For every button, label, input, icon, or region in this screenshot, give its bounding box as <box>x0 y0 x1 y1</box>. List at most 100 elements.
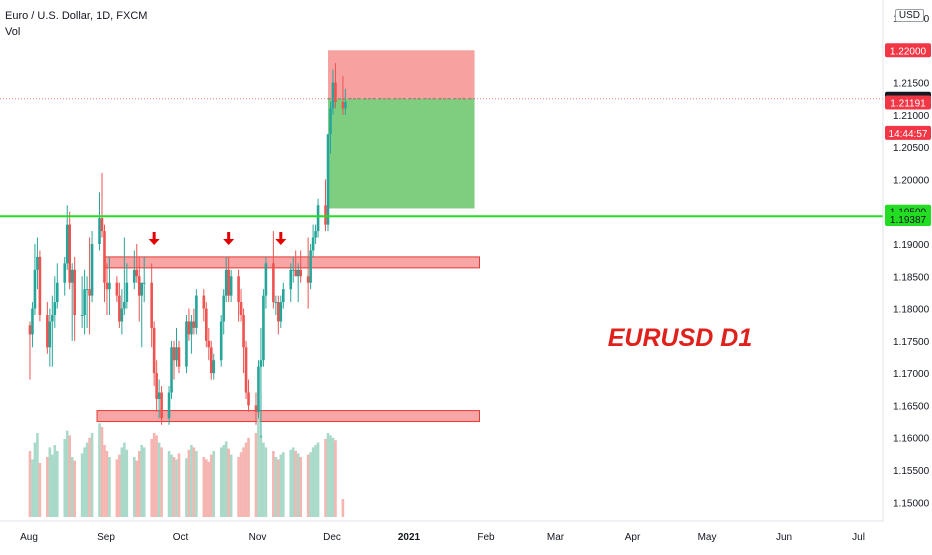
volume-bar <box>55 451 59 517</box>
y-tick-label: 1.17000 <box>893 369 930 380</box>
y-tick-label: 1.17500 <box>893 337 930 348</box>
volume-bar <box>311 447 315 517</box>
candle-body <box>157 392 161 399</box>
candle-body <box>80 315 84 317</box>
candle-body <box>160 392 163 419</box>
price-tag <box>885 211 931 226</box>
candle-body <box>115 282 119 296</box>
symbol-title: Euro / U.S. Dollar, 1D, FXCM <box>5 10 148 22</box>
x-tick-label: Jul <box>852 532 865 543</box>
volume-bar <box>329 435 332 517</box>
volume-bar <box>36 433 39 517</box>
volume-bar <box>115 459 119 517</box>
volume-bar <box>31 459 34 517</box>
candle-body <box>326 134 330 225</box>
volume-bar <box>120 447 124 517</box>
candle-body <box>120 308 124 322</box>
candle-body <box>242 315 245 348</box>
volume-bar <box>326 433 330 517</box>
candle-body <box>177 347 181 367</box>
volume-bar <box>123 442 126 517</box>
volume-bar <box>105 451 109 517</box>
candle-body <box>142 282 146 284</box>
y-tick-label: 1.20500 <box>893 143 930 154</box>
volume-bar <box>224 441 228 517</box>
candle-body <box>140 282 144 296</box>
zone-rect <box>96 410 481 423</box>
candle-body <box>103 231 106 283</box>
candle-body <box>311 237 315 251</box>
volume-bar <box>237 457 240 517</box>
volume-bar <box>33 442 37 517</box>
position-layer <box>328 50 475 209</box>
y-tick-label: 1.16500 <box>893 401 930 412</box>
volume-bar <box>137 451 141 517</box>
volume-bar <box>88 437 91 517</box>
candle-body <box>132 269 136 283</box>
volume-bar <box>282 452 285 517</box>
volume-bar <box>306 454 310 517</box>
candle-body <box>192 321 196 328</box>
candle-body <box>195 295 198 328</box>
candle-body <box>53 302 57 316</box>
volume-bar <box>150 439 153 517</box>
chart-annotation: EURUSD D1 <box>608 324 752 352</box>
candle-body <box>344 101 347 109</box>
candle-body <box>224 269 228 296</box>
candle-body <box>90 243 94 296</box>
price-tag-label: 1.22000 <box>890 46 927 57</box>
take-profit-zone <box>328 98 475 209</box>
volume-bar <box>219 447 223 517</box>
candle-body <box>152 327 156 374</box>
volume-bar <box>83 447 86 517</box>
candle-body <box>207 340 211 348</box>
price-tag <box>885 95 931 110</box>
volume-bar <box>70 457 74 517</box>
volume-bar <box>205 459 208 517</box>
candle-body <box>227 269 230 296</box>
volume-bar <box>108 457 111 517</box>
candle-body <box>212 360 216 374</box>
volume-bar <box>132 457 136 517</box>
volume-bar <box>135 460 139 517</box>
zones-layer <box>96 256 481 423</box>
volume-bar <box>140 445 144 517</box>
volume-bar <box>334 440 337 517</box>
volume-bar <box>155 435 158 517</box>
candle-body <box>46 315 49 348</box>
candle-body <box>38 256 42 316</box>
candle-body <box>229 276 233 296</box>
candle-body <box>63 263 67 283</box>
candle-body <box>294 269 298 277</box>
candle-body <box>341 101 345 109</box>
candle-body <box>105 282 109 290</box>
candle-body <box>324 205 327 225</box>
currency-badge[interactable]: USD <box>894 9 924 22</box>
volume-bar <box>68 435 72 517</box>
volume-bar <box>167 451 171 517</box>
candle-body <box>291 269 295 271</box>
y-tick-label: 1.15500 <box>893 466 930 477</box>
candle-body <box>277 302 280 322</box>
volume-bar <box>244 442 248 517</box>
volume-bar <box>257 415 260 517</box>
volume-bar <box>324 439 327 517</box>
volume-bar <box>192 447 196 517</box>
volume-bar <box>175 459 178 517</box>
candle-body <box>239 302 243 316</box>
candle-body <box>282 289 285 303</box>
volume-bar <box>177 453 181 517</box>
candle-body <box>175 347 178 361</box>
y-tick-label: 1.16000 <box>893 434 930 445</box>
candle-body <box>83 289 86 316</box>
volume-bar <box>239 452 243 517</box>
candle-body <box>167 392 171 419</box>
down-arrow-icon <box>223 232 235 245</box>
volume-bar <box>247 437 250 517</box>
candle-body <box>55 282 59 303</box>
candles-layer <box>28 63 347 438</box>
candle-body <box>309 250 312 283</box>
volume-bar <box>264 447 268 517</box>
